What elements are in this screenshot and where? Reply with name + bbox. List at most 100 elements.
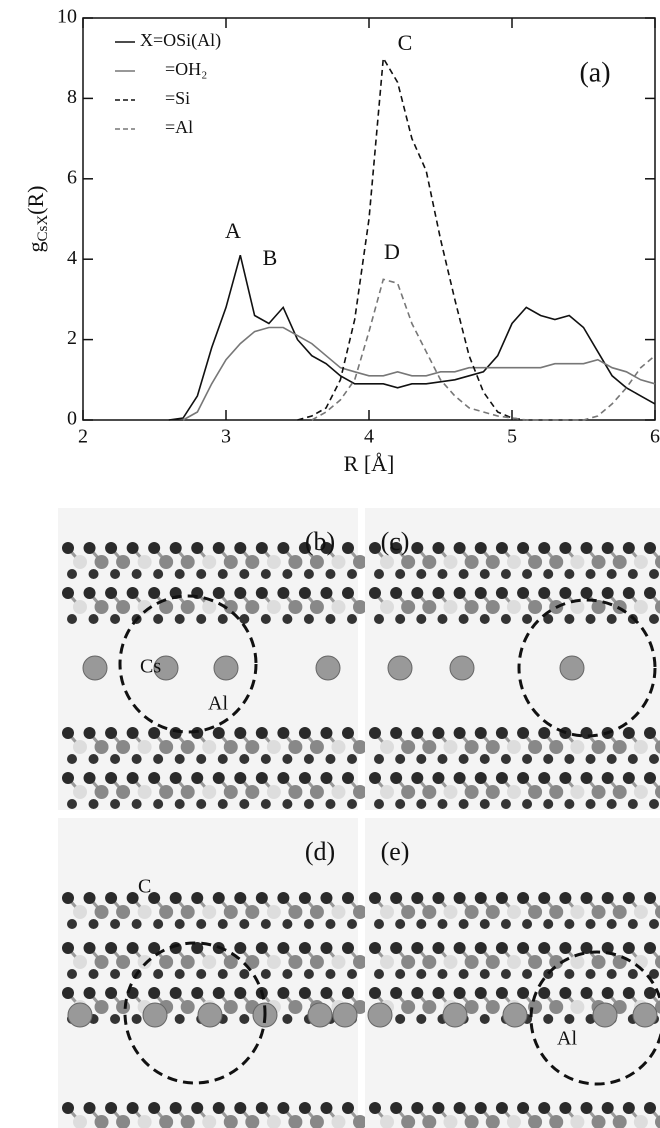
- atom-si: [137, 785, 152, 799]
- atom-si: [485, 740, 500, 754]
- atom-o: [374, 969, 384, 979]
- atom-o: [390, 987, 403, 999]
- atom-o: [390, 892, 403, 904]
- atom-si: [506, 905, 521, 919]
- atom-o: [474, 772, 487, 784]
- atom-si: [202, 1115, 217, 1128]
- atom-o: [298, 1102, 311, 1114]
- atom-o: [110, 614, 121, 624]
- atom-o: [148, 1102, 161, 1114]
- atom-o: [517, 587, 530, 599]
- atom-si: [443, 555, 458, 569]
- atom-o: [432, 1102, 445, 1114]
- atom-si: [655, 555, 660, 569]
- atom-o: [126, 587, 139, 599]
- atom-si: [506, 740, 521, 754]
- atom-o: [559, 587, 572, 599]
- atom-o: [303, 569, 314, 579]
- atom-o: [325, 754, 336, 764]
- atom-si: [73, 740, 87, 754]
- atom-si: [353, 740, 367, 754]
- atom-o: [234, 727, 247, 739]
- panel-label: (b): [305, 527, 335, 556]
- atom-o: [217, 754, 228, 764]
- atom-si: [380, 555, 394, 569]
- atom-si: [353, 600, 367, 614]
- atom-o: [601, 772, 614, 784]
- atom-o: [538, 542, 551, 554]
- atom-si: [591, 740, 606, 754]
- atom-o: [347, 754, 357, 764]
- atom-si: [464, 1000, 479, 1014]
- atom-o: [432, 772, 445, 784]
- atom-o: [559, 1102, 572, 1114]
- cs-ion: [153, 655, 179, 681]
- atom-si: [506, 1115, 521, 1128]
- atom-o: [83, 587, 96, 599]
- atom-si: [422, 905, 437, 919]
- atom-si: [137, 905, 152, 919]
- atom-o: [131, 919, 142, 929]
- atom-si: [570, 1115, 585, 1128]
- atom-o: [474, 542, 487, 554]
- atom-o: [83, 772, 96, 784]
- atom-o: [277, 587, 290, 599]
- atom-si: [180, 905, 195, 919]
- atom-o: [479, 919, 490, 929]
- legend-label: =Al: [165, 117, 193, 137]
- atom-o: [580, 987, 593, 999]
- cs-ion: [632, 1002, 658, 1028]
- atom-o: [255, 772, 268, 784]
- atom-o: [416, 754, 427, 764]
- atom-si: [180, 955, 195, 969]
- highlight-circle: [517, 598, 657, 738]
- atom-o: [517, 1102, 530, 1114]
- peak-label: A: [225, 218, 241, 243]
- atom-si: [223, 1000, 238, 1014]
- atom-si: [245, 955, 260, 969]
- atom-o: [320, 587, 333, 599]
- atom-o: [395, 754, 406, 764]
- panel-label: (c): [381, 527, 410, 556]
- atom-si: [570, 600, 585, 614]
- atom-o: [432, 727, 445, 739]
- atom-o: [62, 892, 74, 904]
- atom-o: [234, 1102, 247, 1114]
- atom-o: [277, 987, 290, 999]
- atom-si: [331, 1115, 346, 1128]
- atom-o: [474, 727, 487, 739]
- atom-si: [159, 740, 174, 754]
- atom-o: [453, 987, 466, 999]
- atom-si: [422, 740, 437, 754]
- atom-o: [416, 614, 427, 624]
- atom-o: [217, 614, 228, 624]
- atom-o: [342, 542, 354, 554]
- atom-note: Al: [208, 693, 228, 715]
- atom-o: [543, 754, 554, 764]
- atom-si: [655, 955, 660, 969]
- atom-o: [174, 569, 185, 579]
- atom-o: [479, 969, 490, 979]
- atom-o: [437, 969, 448, 979]
- atom-o: [320, 942, 333, 954]
- atom-o: [453, 892, 466, 904]
- y-tick-label: 6: [67, 166, 77, 188]
- atom-o: [390, 942, 403, 954]
- atom-o: [298, 942, 311, 954]
- atom-o: [538, 892, 551, 904]
- atom-o: [538, 727, 551, 739]
- atom-o: [474, 1102, 487, 1114]
- atom-o: [580, 772, 593, 784]
- atom-o: [298, 772, 311, 784]
- atom-o: [369, 542, 381, 554]
- atom-o: [416, 919, 427, 929]
- atom-o: [174, 919, 185, 929]
- atom-o: [517, 987, 530, 999]
- atom-si: [331, 905, 346, 919]
- series-line: [168, 254, 656, 421]
- atom-si: [422, 955, 437, 969]
- atom-o: [255, 727, 268, 739]
- atom-si: [288, 740, 303, 754]
- atom-o: [644, 987, 656, 999]
- atom-o: [234, 987, 247, 999]
